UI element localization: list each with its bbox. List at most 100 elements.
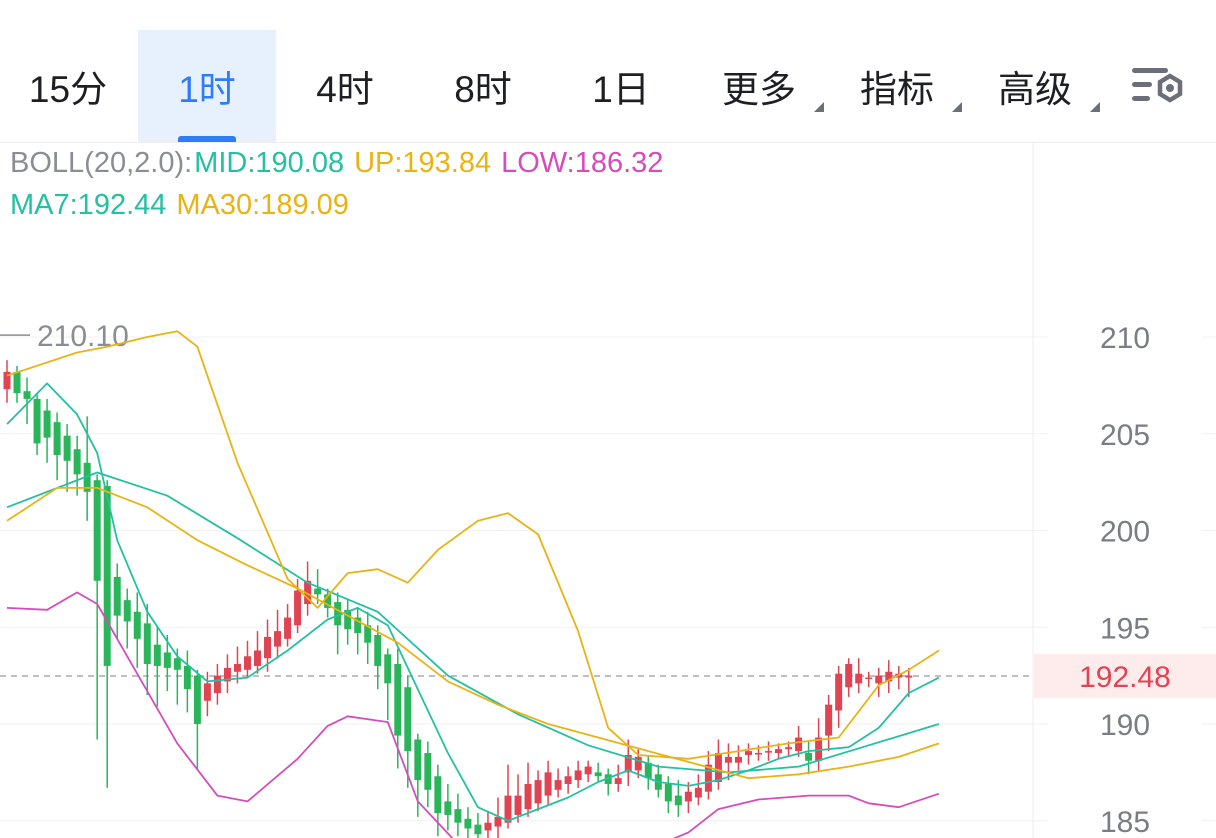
high-price-label: 210.10 [37, 320, 129, 353]
candle-up [484, 822, 492, 831]
candle-down [354, 617, 362, 634]
tab-label: 高级 [998, 69, 1072, 110]
candle-up [223, 667, 231, 682]
candle-down [644, 762, 652, 779]
candle-up [684, 791, 692, 802]
candle-down [444, 801, 452, 815]
candle-down [314, 588, 322, 595]
candle-up [504, 795, 512, 823]
tab-label: 8时 [454, 69, 512, 110]
candle-up [734, 756, 742, 763]
active-tab-indicator [178, 136, 236, 142]
boll-label: BOLL(20,2.0): [10, 147, 193, 179]
dropdown-corner-icon [1090, 102, 1100, 112]
candle-up [795, 737, 803, 752]
ma-legend: MA7:192.44 MA30:189.09 [10, 189, 359, 222]
candle-down [73, 449, 81, 475]
tab-label: 15分 [28, 69, 108, 110]
candle-up [755, 753, 762, 755]
boll-low-value: LOW:186.32 [501, 147, 664, 179]
candle-down [23, 391, 31, 399]
candle-up [544, 772, 552, 796]
tab-label: 指标 [860, 69, 934, 110]
candle-down [123, 600, 131, 622]
candle-up [704, 764, 712, 792]
series-up-line [6, 330, 940, 760]
candle-up [254, 650, 261, 666]
candle-up [554, 780, 562, 790]
candle-up [494, 816, 502, 827]
series-ma7-line [6, 382, 940, 822]
tab-7[interactable]: 高级 [966, 30, 1104, 142]
candle-up [885, 671, 893, 682]
candle-up [785, 747, 793, 750]
tab-label: 1时 [178, 69, 236, 110]
candle-down [454, 809, 462, 823]
candle-down [374, 634, 382, 666]
tab-5[interactable]: 更多 [690, 30, 828, 142]
candle-up [714, 753, 722, 783]
chart-settings-button[interactable] [1128, 62, 1188, 112]
candle-up [825, 704, 833, 736]
candle-down [364, 625, 372, 643]
candle-down [103, 485, 111, 666]
candle-up [294, 590, 302, 626]
tab-label: 更多 [722, 69, 796, 110]
candle-up [905, 675, 913, 678]
candle-up [213, 675, 221, 694]
candle-up [744, 751, 752, 755]
dropdown-corner-icon [814, 102, 824, 112]
tab-3[interactable]: 8时 [414, 30, 552, 142]
candle-down [93, 480, 101, 581]
candle-up [694, 787, 702, 798]
candle-up [284, 617, 292, 639]
candle-down [434, 776, 442, 814]
candle-down [474, 824, 482, 835]
candle-up [203, 683, 211, 701]
tab-4[interactable]: 1日 [552, 30, 690, 142]
tab-6[interactable]: 指标 [828, 30, 966, 142]
candle-up [3, 371, 11, 390]
current-price-label: 192.48 [1079, 661, 1171, 694]
y-tick-label: 195 [1100, 612, 1150, 645]
candle-down [13, 371, 21, 394]
candle-down [63, 435, 71, 461]
candle-down [113, 576, 121, 616]
candle-up [865, 677, 873, 680]
y-tick-label: 190 [1100, 709, 1150, 742]
series-low-line [6, 591, 940, 838]
candle-down [594, 772, 602, 777]
candle-up [845, 664, 853, 688]
y-tick-label: 210 [1100, 322, 1150, 355]
candle-down [173, 658, 181, 670]
candle-down [674, 795, 682, 806]
candle-up [233, 664, 241, 672]
candle-down [193, 675, 201, 724]
tab-2[interactable]: 4时 [276, 30, 414, 142]
candle-down [43, 410, 51, 438]
tab-1[interactable]: 1时 [138, 30, 276, 142]
candle-down [153, 644, 161, 666]
candle-down [163, 652, 171, 668]
candle-down [604, 774, 612, 784]
tab-label: 4时 [316, 69, 374, 110]
timeframe-tabs: 15分 1时 4时 8时 1日 更多 指标 高级 [0, 0, 1216, 142]
candle-up [264, 636, 272, 659]
candle-up [875, 675, 883, 684]
candle-up [574, 770, 582, 781]
candle-up [243, 656, 251, 670]
candle-up [775, 749, 783, 754]
candle-up [624, 754, 632, 773]
candle-down [183, 665, 191, 690]
dropdown-corner-icon [952, 102, 962, 112]
candle-down [664, 783, 672, 802]
tab-0[interactable]: 15分 [0, 30, 136, 142]
chart-settings-icon [1132, 68, 1183, 103]
candle-up [724, 756, 732, 763]
candle-down [324, 594, 332, 608]
candle-down [424, 753, 432, 790]
candle-down [143, 623, 151, 665]
candle-up [815, 737, 823, 761]
series-ma30-line [6, 487, 940, 780]
